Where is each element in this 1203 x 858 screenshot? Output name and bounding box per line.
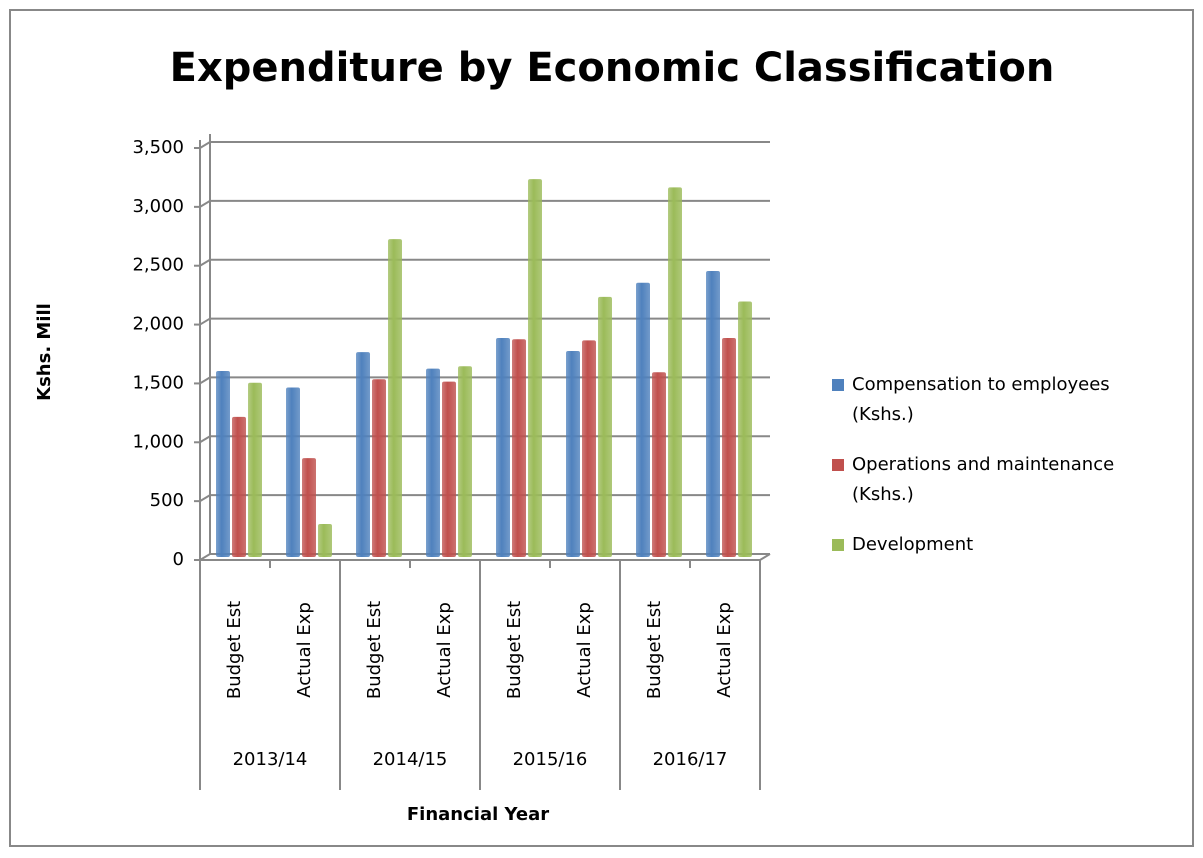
y-tick-label: 3,000 [132,196,184,217]
bar [598,296,612,557]
legend-item: Development [832,530,1132,560]
legend-item: Compensation to employees (Kshs.) [832,370,1132,430]
bar [652,372,666,557]
bar [356,352,370,557]
legend-label: Operations and maintenance (Kshs.) [852,454,1115,505]
legend-swatch [832,379,844,391]
group-label: 2015/16 [513,749,588,770]
bar [426,368,440,557]
bar [528,179,542,557]
bar [496,338,510,557]
bar [706,270,720,557]
y-tick-label: 1,000 [132,431,184,452]
grid-line [199,141,770,149]
bar [216,371,230,557]
bar [458,366,472,557]
chart-title: Expenditure by Economic Classification [170,45,1055,91]
legend-swatch [832,459,844,471]
group-label: 2016/17 [653,749,728,770]
bar [668,187,682,557]
bar [286,387,300,557]
y-tick-label: 3,500 [132,137,184,158]
legend-item: Operations and maintenance (Kshs.) [832,450,1132,510]
bar [738,301,752,557]
bar [388,239,402,557]
y-tick-label: 500 [150,490,184,511]
bar [248,382,262,557]
legend-swatch [832,539,844,551]
legend: Compensation to employees (Kshs.) Operati… [832,370,1132,580]
x-tick-label: Budget Est [644,601,665,699]
x-tick-label: Actual Exp [574,602,595,698]
bar [722,338,736,557]
x-tick-label: Actual Exp [434,602,455,698]
legend-label: Development [852,534,974,555]
x-tick-label: Actual Exp [294,602,315,698]
y-tick-label: 2,500 [132,255,184,276]
x-tick-label: Budget Est [224,601,245,699]
bar [442,381,456,557]
x-tick-label: Budget Est [504,601,525,699]
grid-line [199,258,770,267]
grid-line [199,317,770,326]
grid-line [199,199,770,208]
bar [582,340,596,557]
x-tick-label: Actual Exp [714,602,735,698]
y-tick-label: 1,500 [132,372,184,393]
bar [512,339,526,557]
y-tick-label: 2,000 [132,314,184,335]
group-label: 2013/14 [233,749,308,770]
bar [232,416,246,557]
group-label: 2014/15 [373,749,448,770]
bar [636,282,650,557]
bar [566,351,580,557]
x-tick-label: Budget Est [364,601,385,699]
y-axis-title: Kshs. Mill [34,303,55,401]
legend-label: Compensation to employees (Kshs.) [852,374,1110,425]
x-axis-title: Financial Year [407,804,549,825]
bar [302,458,316,557]
y-tick-label: 0 [173,549,184,570]
bar [372,379,386,557]
bar [318,524,332,557]
